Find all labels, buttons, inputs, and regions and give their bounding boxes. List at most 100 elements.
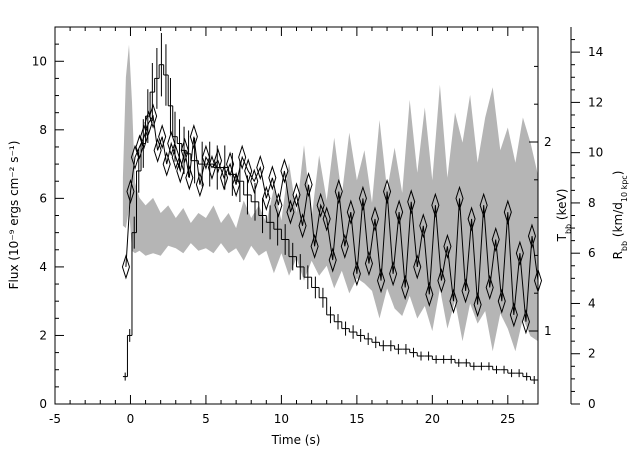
y-flux-tick-label: 10: [32, 54, 47, 68]
x-tick-label: 15: [349, 412, 364, 426]
temperature-point: [479, 192, 488, 218]
radius-label-subscript: bb: [620, 241, 629, 251]
y-axis-label-left: Flux (10⁻⁹ ergs cm⁻² s⁻¹): [7, 141, 21, 290]
temperature-point: [220, 165, 229, 191]
temperature-point: [503, 199, 512, 225]
radius-tick-label: 10: [588, 146, 603, 160]
y-flux-tick-label: 0: [39, 397, 47, 411]
temperature-point: [162, 151, 171, 177]
temperature-point: [521, 309, 530, 335]
temperature-point: [286, 199, 295, 225]
temperature-point: [467, 206, 476, 232]
temperature-point: [292, 182, 301, 208]
temperature-point: [461, 278, 470, 304]
temperature-point: [425, 281, 434, 307]
radius-tick-label: 4: [588, 296, 596, 310]
temperature-point: [527, 223, 536, 249]
temperature-point: [497, 288, 506, 314]
temperature-point: [407, 189, 416, 215]
temperature-point: [340, 233, 349, 259]
radius-band-layer: [122, 44, 539, 352]
x-tick-label: -5: [49, 412, 61, 426]
temperature-label-main: T: [555, 233, 569, 242]
temperature-point: [238, 144, 247, 170]
temperature-point: [213, 148, 223, 174]
temperature-point: [126, 178, 135, 205]
radius-tick-label: 0: [588, 397, 596, 411]
temperature-point: [389, 261, 398, 287]
temperature-point: [298, 213, 307, 239]
y-axis-label-temperature: Tbb (keV): [555, 189, 573, 243]
temperature-point: [256, 154, 265, 181]
temperature-point: [195, 172, 204, 198]
temperature-point: [262, 185, 271, 212]
temperature-point: [364, 250, 373, 277]
x-tick-label: 5: [202, 412, 210, 426]
y-axis-label-radius: Rbb (km/d10 kpc): [611, 171, 629, 260]
temperature-point: [322, 206, 331, 232]
temperature-point: [491, 226, 500, 253]
x-tick-label: 25: [500, 412, 515, 426]
temperature-point: [176, 158, 185, 184]
temperature-point: [310, 233, 319, 259]
temperature-point: [515, 240, 524, 266]
temperature-point: [304, 172, 313, 198]
temperature-point: [153, 137, 162, 164]
x-axis-label: Time (s): [271, 433, 321, 447]
temperature-point: [419, 213, 428, 239]
temperature-point: [449, 288, 458, 314]
temperature-point: [185, 165, 194, 191]
temperature-point: [167, 130, 176, 157]
temperature-point: [346, 199, 355, 225]
temperature-point: [201, 144, 210, 170]
radius-label-unit-sub: 10 kpc: [620, 175, 629, 202]
temperature-point: [377, 267, 386, 294]
temperature-point: [280, 158, 289, 184]
temperature-point: [352, 261, 361, 287]
temperature-label-unit: (keV): [555, 189, 569, 224]
radius-tick-label: 12: [588, 95, 603, 109]
temperature-point: [130, 144, 140, 170]
temperature-line: [125, 114, 539, 322]
radius-tick-label: 6: [588, 246, 596, 260]
y-flux-tick-label: 8: [39, 123, 47, 137]
temperature-point: [171, 144, 180, 170]
y-flux-tick-label: 4: [39, 260, 47, 274]
x-tick-label: 10: [274, 412, 289, 426]
temperature-point: [135, 134, 144, 160]
temperature-point: [226, 151, 235, 177]
x-tick-label: 20: [425, 412, 440, 426]
temperature-point: [189, 124, 198, 150]
radius-tick-label: 14: [588, 45, 603, 59]
radius-tick-label: 2: [588, 347, 596, 361]
temperature-point: [401, 274, 410, 301]
radius-band: [122, 44, 539, 352]
temperature-point: [232, 172, 241, 198]
radius-label-unit-pre: (km/d: [611, 202, 625, 241]
temperature-point: [207, 154, 216, 181]
x-tick-label: 0: [127, 412, 135, 426]
temperature-series-layer: [121, 103, 543, 335]
temperature-point: [370, 206, 380, 232]
temperature-point: [358, 185, 367, 212]
temperature-point: [158, 124, 167, 150]
temperature-point: [334, 178, 343, 205]
temperature-point: [383, 178, 392, 205]
temperature-point: [509, 302, 518, 328]
temperature-point: [244, 158, 253, 184]
temperature-point: [180, 137, 189, 164]
temperature-point: [443, 233, 452, 259]
temperature-point: [274, 192, 283, 218]
radius-label-unit-post: ): [611, 171, 625, 176]
temperature-tick-label: 1: [544, 324, 552, 338]
temperature-tick-label: 2: [544, 135, 552, 149]
temperature-point: [431, 192, 440, 218]
temperature-point: [149, 103, 158, 129]
temperature-point: [485, 274, 494, 301]
temperature-point: [437, 267, 446, 294]
temperature-point: [250, 168, 259, 194]
temperature-point: [140, 124, 149, 150]
temperature-point: [268, 165, 277, 191]
temperature-point: [316, 192, 325, 218]
